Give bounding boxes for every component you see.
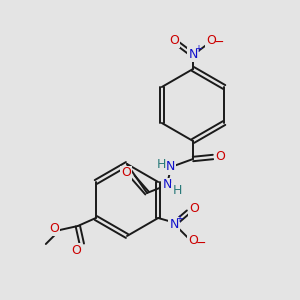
Text: H: H xyxy=(172,184,182,196)
Text: −: − xyxy=(214,35,224,49)
Text: O: O xyxy=(188,235,198,248)
Text: O: O xyxy=(71,244,81,256)
Text: O: O xyxy=(189,202,199,215)
Text: O: O xyxy=(121,167,131,179)
Text: +: + xyxy=(194,44,202,54)
Text: −: − xyxy=(196,236,206,250)
Text: O: O xyxy=(169,34,179,46)
Text: N: N xyxy=(165,160,175,173)
Text: +: + xyxy=(175,214,183,224)
Text: O: O xyxy=(215,151,225,164)
Text: N: N xyxy=(188,47,198,61)
Text: O: O xyxy=(206,34,216,46)
Text: O: O xyxy=(49,221,59,235)
Text: H: H xyxy=(156,158,166,170)
Text: N: N xyxy=(169,218,179,230)
Text: N: N xyxy=(162,178,172,191)
